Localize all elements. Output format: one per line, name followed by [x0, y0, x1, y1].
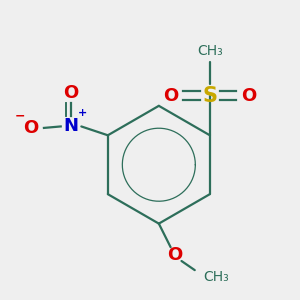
Text: +: + — [78, 108, 87, 118]
Text: CH₃: CH₃ — [197, 44, 223, 58]
Text: O: O — [23, 119, 38, 137]
Text: O: O — [242, 86, 256, 104]
Text: O: O — [167, 245, 183, 263]
Text: S: S — [202, 85, 217, 106]
Text: CH₃: CH₃ — [204, 270, 229, 283]
Text: N: N — [64, 117, 79, 135]
Text: O: O — [163, 86, 178, 104]
Text: O: O — [63, 84, 79, 102]
Text: −: − — [14, 110, 25, 123]
